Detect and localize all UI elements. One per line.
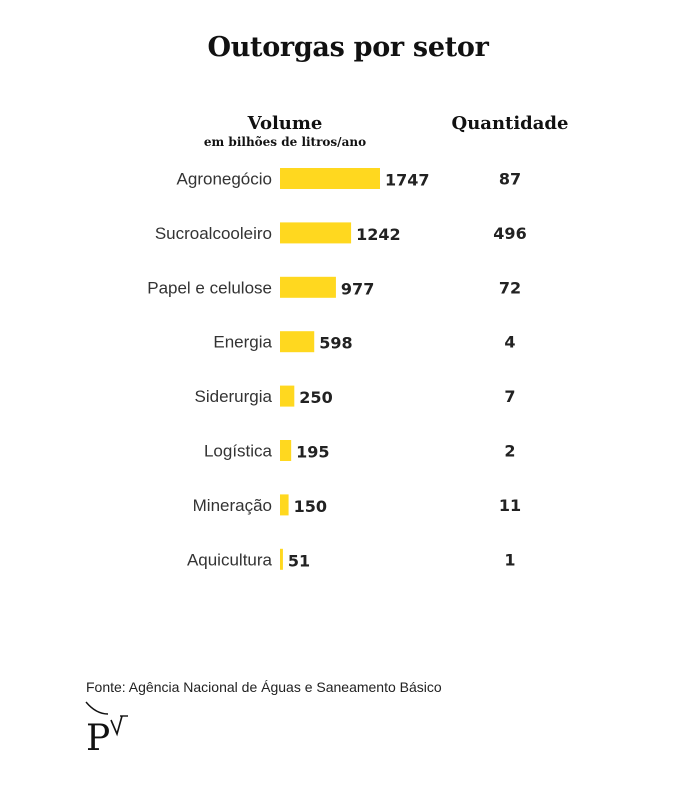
value-label-mineracao: 150 [294,497,327,516]
value-label-energia: 598 [319,334,352,353]
bar-logistica [280,440,292,461]
quantity-label-logistica: 2 [504,442,515,461]
value-label-aquicultura: 51 [288,551,310,570]
bar-energia [280,331,315,353]
bar-chart: Agronegócio 1747 87 Sucroalcooleiro 1242 496 P… [147,168,527,570]
value-label-siderurgia: 250 [299,388,332,407]
category-label-siderurgia: Siderurgia [195,387,273,406]
category-label-agronegocio: Agronegócio [177,170,272,189]
category-label-papel-e-celulose: Papel e celulose [147,278,272,297]
svg-text:P: P [86,718,110,756]
volume-subheader: em bilhões de litros/ano [203,135,367,149]
value-label-papel-e-celulose: 977 [341,279,374,298]
pv-logo-icon: P [85,701,128,756]
quantity-label-aquicultura: 1 [504,550,515,569]
value-label-logistica: 195 [296,443,329,462]
chart-title: Outorgas por setor [207,32,489,63]
category-label-energia: Energia [213,333,272,352]
bar-aquicultura [280,548,283,570]
bar-sucroalcooleiro [280,222,352,244]
category-label-mineracao: Mineração [193,496,272,515]
quantity-label-sucroalcooleiro: 496 [493,224,526,243]
quantity-label-mineracao: 11 [499,496,521,515]
bar-papel-e-celulose [280,276,336,298]
quantity-label-energia: 4 [504,333,515,352]
bar-siderurgia [280,385,295,407]
bar-agronegocio [280,168,380,189]
category-label-logistica: Logística [204,442,273,461]
value-label-sucroalcooleiro: 1242 [356,225,401,244]
value-label-agronegocio: 1747 [385,171,430,190]
category-label-sucroalcooleiro: Sucroalcooleiro [155,224,272,243]
quantity-label-siderurgia: 7 [504,387,515,406]
quantity-label-papel-e-celulose: 72 [499,278,521,297]
quantity-header: Quantidade [451,113,569,134]
bar-mineracao [280,494,289,516]
volume-header: Volume [247,113,323,134]
quantity-label-agronegocio: 87 [499,170,521,189]
source-note: Fonte: Agência Nacional de Águas e Sanea… [86,679,442,695]
category-label-aquicultura: Aquicultura [187,550,273,569]
